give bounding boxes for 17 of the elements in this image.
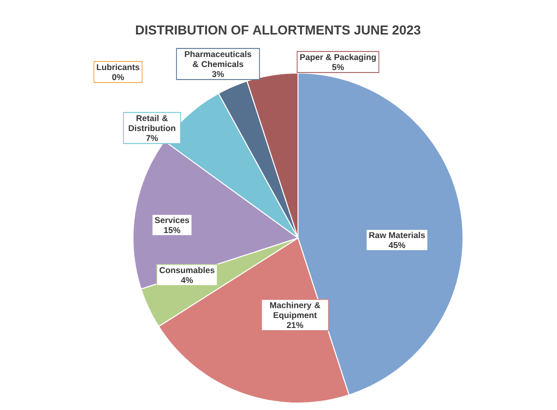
data-label: 21% <box>286 322 304 328</box>
slice-label: Retail & Distribution <box>128 114 176 132</box>
data-label: 3% <box>212 71 224 78</box>
data-label: 4% <box>181 277 193 284</box>
slice-label: Paper & Packaging <box>300 54 376 62</box>
chart-title: DISTRIBUTION OF ALLORTMENTS JUNE 2023 <box>136 25 420 35</box>
data-label: 7% <box>146 135 158 142</box>
data-label: 5% <box>332 64 344 70</box>
slice-label: Services <box>154 216 190 224</box>
text: 0% <box>112 74 124 80</box>
category-label: Lubricants <box>96 64 140 70</box>
slice-label: Pharmaceuticals & Chemicals <box>184 50 252 68</box>
slice-label: Machinery & Equipment <box>270 302 320 320</box>
data-label: 45% <box>388 242 406 248</box>
data-label: 15% <box>164 227 180 234</box>
slice-label: Raw Materials <box>369 232 425 238</box>
slice-label: Consumables <box>160 266 214 274</box>
